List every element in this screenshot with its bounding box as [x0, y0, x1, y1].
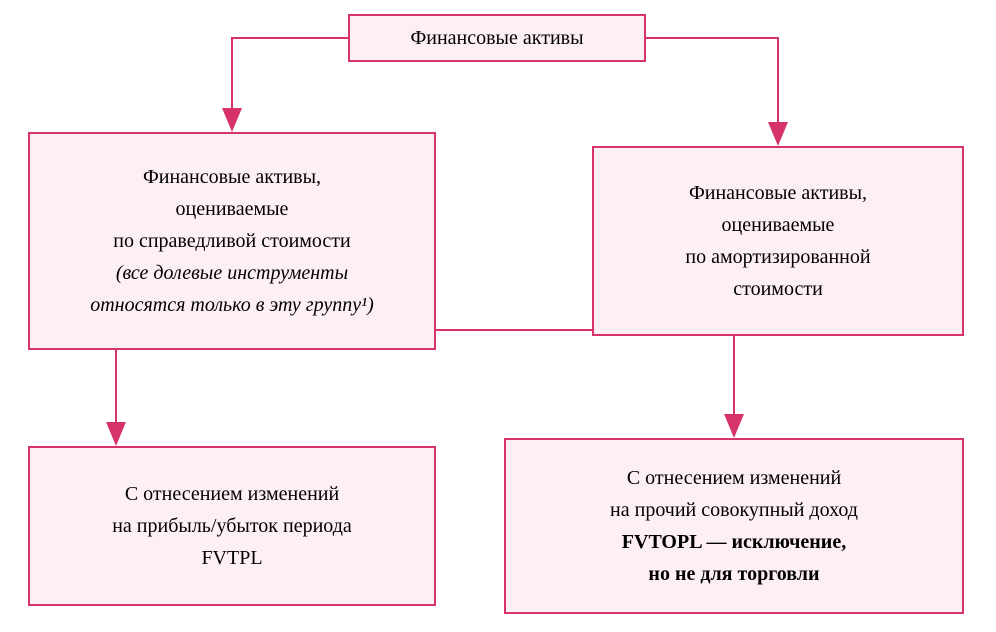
- node-fvtopl-line0: С отнесением изменений: [627, 462, 841, 494]
- node-fair-value-line4: относятся только в эту группу¹): [90, 289, 374, 321]
- node-fvtpl-line0: С отнесением изменений: [125, 478, 339, 510]
- node-fvtopl-line1: на прочий совокупный доход: [610, 494, 858, 526]
- node-fvtopl-line3: но не для торговли: [648, 558, 819, 590]
- node-fvtpl-line1: на прибыль/убыток периода: [112, 510, 352, 542]
- node-fair-value: Финансовые активы, оцениваемые по справе…: [28, 132, 436, 350]
- node-amortized-line2: по амортизированной: [685, 241, 870, 273]
- node-fair-value-line3: (все долевые инструменты: [116, 257, 348, 289]
- node-amortized-line1: оцениваемые: [722, 209, 835, 241]
- node-fair-value-line0: Финансовые активы,: [143, 161, 321, 193]
- node-amortized-line3: стоимости: [733, 273, 823, 305]
- node-fvtpl-line2: FVTPL: [201, 542, 262, 574]
- node-fvtopl-line2: FVTOPL — исключение,: [622, 526, 846, 558]
- node-fair-value-line1: оцениваемые: [176, 193, 289, 225]
- node-root: Финансовые активы: [348, 14, 646, 62]
- node-root-text: Финансовые активы: [410, 22, 583, 54]
- node-fvtopl: С отнесением изменений на прочий совокуп…: [504, 438, 964, 614]
- node-amortized: Финансовые активы, оцениваемые по аморти…: [592, 146, 964, 336]
- node-amortized-line0: Финансовые активы,: [689, 177, 867, 209]
- node-fvtpl: С отнесением изменений на прибыль/убыток…: [28, 446, 436, 606]
- node-fair-value-line2: по справедливой стоимости: [113, 225, 351, 257]
